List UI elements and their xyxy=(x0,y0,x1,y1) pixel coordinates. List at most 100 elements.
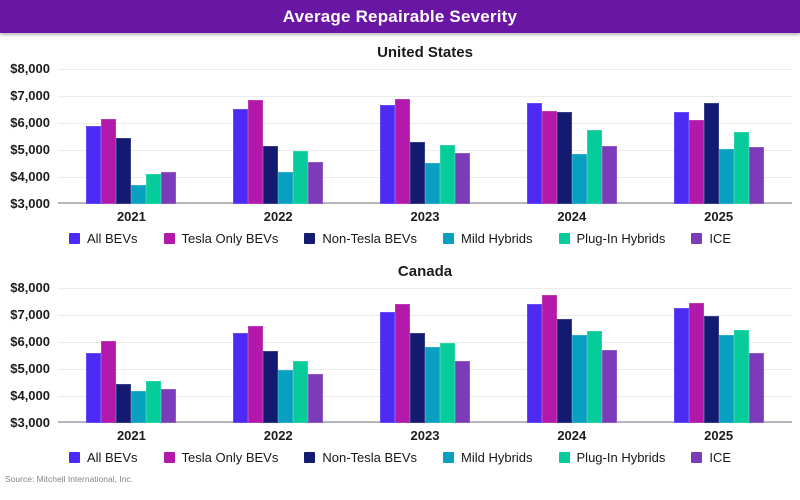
bar-all-bevs-2021 xyxy=(86,126,102,204)
y-tick-label: $3,000 xyxy=(10,415,50,430)
bar-plug-in-hybrids-2021 xyxy=(146,381,162,423)
y-tick-label: $8,000 xyxy=(10,61,50,76)
legend-label: Plug-In Hybrids xyxy=(576,231,666,246)
bar-non-tesla-bevs-2022 xyxy=(263,351,279,423)
gridline xyxy=(58,123,792,124)
bar-mild-hybrids-2025 xyxy=(718,335,734,423)
x-tick-label-2025: 2025 xyxy=(704,428,734,443)
legend-swatch-all-bevs xyxy=(68,233,80,244)
y-tick-label: $8,000 xyxy=(10,280,50,295)
bar-ice-2021 xyxy=(161,172,177,204)
x-tick-label-2021: 2021 xyxy=(116,209,146,224)
legend: All BEVs Tesla Only BEVs Non-Tesla BEVs Mil… xyxy=(0,231,800,246)
legend-item-ice: ICE xyxy=(691,231,731,246)
bar-tesla-only-bevs-2022 xyxy=(248,326,264,423)
plot-area xyxy=(58,288,792,423)
chart-united-states: United States $8,000 $7,000 $6,000 $5,000 $4… xyxy=(0,44,800,246)
legend-swatch-non-tesla-bevs xyxy=(304,452,316,463)
y-tick-label: $4,000 xyxy=(10,388,50,403)
x-tick-label-2024: 2024 xyxy=(557,428,587,443)
legend-swatch-non-tesla-bevs xyxy=(304,233,316,244)
y-tick-label: $5,000 xyxy=(10,361,50,376)
bar-plug-in-hybrids-2025 xyxy=(733,330,749,423)
bar-ice-2022 xyxy=(308,162,324,204)
x-tick-label-2021: 2021 xyxy=(116,428,146,443)
legend-item-plug-in-hybrids: Plug-In Hybrids xyxy=(558,231,666,246)
legend-swatch-plug-in-hybrids xyxy=(558,233,570,244)
bar-mild-hybrids-2022 xyxy=(278,172,294,204)
bar-ice-2023 xyxy=(454,361,470,423)
bar-tesla-only-bevs-2021 xyxy=(101,341,117,423)
plot-area xyxy=(58,69,792,204)
bar-ice-2022 xyxy=(308,374,324,423)
bar-group-2021 xyxy=(58,288,205,423)
bar-group-2021 xyxy=(58,69,205,204)
bar-non-tesla-bevs-2025 xyxy=(703,103,719,204)
legend-label: Non-Tesla BEVs xyxy=(322,450,417,465)
legend-item-tesla-only-bevs: Tesla Only BEVs xyxy=(163,450,279,465)
header-banner: Average Repairable Severity xyxy=(0,0,800,33)
gridline xyxy=(58,288,792,289)
legend-swatch-all-bevs xyxy=(68,452,80,463)
bar-all-bevs-2025 xyxy=(673,308,689,423)
bar-all-bevs-2023 xyxy=(379,105,395,204)
bar-ice-2024 xyxy=(601,350,617,423)
bar-plug-in-hybrids-2024 xyxy=(586,130,602,204)
bar-non-tesla-bevs-2023 xyxy=(409,142,425,204)
x-tick-label-2023: 2023 xyxy=(410,209,440,224)
bar-tesla-only-bevs-2023 xyxy=(394,99,410,204)
legend-item-tesla-only-bevs: Tesla Only BEVs xyxy=(163,231,278,246)
bar-ice-2025 xyxy=(748,353,764,423)
bar-non-tesla-bevs-2025 xyxy=(703,316,719,423)
source-note: Source: Mitchell International, Inc. xyxy=(5,474,134,484)
y-tick-label: $6,000 xyxy=(10,334,50,349)
legend-label: All BEVs xyxy=(86,231,138,246)
legend-swatch-mild-hybrids xyxy=(443,233,454,244)
bar-ice-2023 xyxy=(454,153,470,204)
x-tick-label-2023: 2023 xyxy=(410,428,440,443)
legend-label: Mild Hybrids xyxy=(461,231,533,246)
x-tick-label-2024: 2024 xyxy=(557,209,587,224)
legend-label: Tesla Only BEVs xyxy=(181,450,279,465)
bar-mild-hybrids-2021 xyxy=(131,391,147,423)
bar-all-bevs-2023 xyxy=(379,312,395,423)
chart-canada: Canada $8,000 $7,000 $6,000 $5,000 $4,000 $3,… xyxy=(0,263,800,465)
bar-tesla-only-bevs-2025 xyxy=(688,303,704,423)
legend-item-plug-in-hybrids: Plug-In Hybrids xyxy=(558,450,666,465)
bar-group-2025 xyxy=(645,288,792,423)
page-title: Average Repairable Severity xyxy=(282,6,518,26)
bar-mild-hybrids-2022 xyxy=(278,370,294,423)
bar-mild-hybrids-2023 xyxy=(424,163,440,204)
bar-group-2023 xyxy=(352,288,499,423)
x-axis: 2021 2022 2023 2024 2025 xyxy=(58,428,792,443)
legend-label: Mild Hybrids xyxy=(461,450,533,465)
x-tick-label-2022: 2022 xyxy=(263,428,293,443)
bar-ice-2024 xyxy=(601,146,617,204)
bar-group-2022 xyxy=(205,288,352,423)
bar-all-bevs-2021 xyxy=(86,353,102,423)
bar-non-tesla-bevs-2023 xyxy=(409,333,425,423)
bar-tesla-only-bevs-2024 xyxy=(541,295,557,423)
legend-label: Non-Tesla BEVs xyxy=(322,231,417,246)
bar-non-tesla-bevs-2022 xyxy=(263,146,279,204)
legend: All BEVs Tesla Only BEVs Non-Tesla BEVs Mil… xyxy=(0,450,800,465)
legend-item-all-bevs: All BEVs xyxy=(68,231,138,246)
legend-swatch-tesla-only-bevs xyxy=(163,233,175,244)
gridline xyxy=(58,150,792,151)
y-axis: $8,000 $7,000 $6,000 $5,000 $4,000 $3,000 xyxy=(0,61,58,211)
bar-all-bevs-2022 xyxy=(233,333,249,423)
bar-all-bevs-2024 xyxy=(526,304,542,423)
bar-all-bevs-2025 xyxy=(673,112,689,204)
x-axis: 2021 2022 2023 2024 2025 xyxy=(58,209,792,224)
y-tick-label: $7,000 xyxy=(10,307,50,322)
gridline xyxy=(58,69,792,70)
gridline xyxy=(58,96,792,97)
bar-group-2024 xyxy=(498,288,645,423)
legend-label: All BEVs xyxy=(86,450,138,465)
legend-label: Plug-In Hybrids xyxy=(576,450,666,465)
bar-groups xyxy=(58,69,792,204)
plot-row: $8,000 $7,000 $6,000 $5,000 $4,000 $3,000 xyxy=(0,61,792,211)
y-tick-label: $5,000 xyxy=(10,142,50,157)
legend-label: ICE xyxy=(709,450,732,465)
legend-item-all-bevs: All BEVs xyxy=(68,450,138,465)
